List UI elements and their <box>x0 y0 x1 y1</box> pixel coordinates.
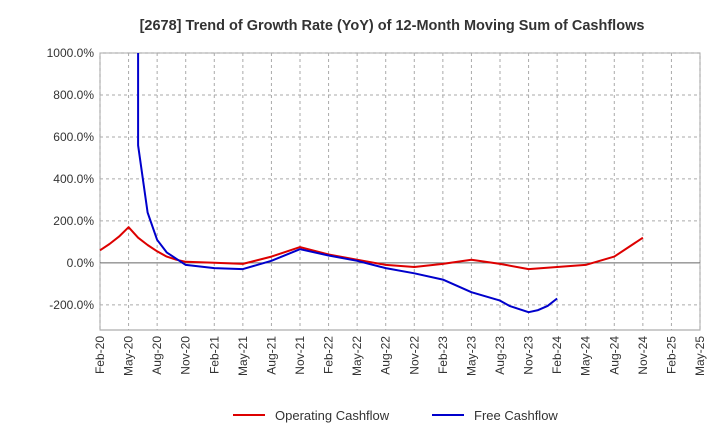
plot-area <box>99 52 701 331</box>
x-tick-label: Aug-24 <box>607 336 621 375</box>
y-tick-label: 0.0% <box>67 256 95 270</box>
x-tick-label: Feb-21 <box>207 336 221 374</box>
legend-label: Operating Cashflow <box>275 408 390 423</box>
x-tick-label: May-24 <box>579 336 593 376</box>
x-tick-label: Nov-21 <box>293 336 307 375</box>
y-tick-label: 200.0% <box>53 214 94 228</box>
y-tick-label: 600.0% <box>53 130 94 144</box>
plot-border <box>99 52 701 331</box>
y-tick-label: 400.0% <box>53 172 94 186</box>
x-tick-label: May-20 <box>122 336 136 376</box>
x-tick-label: Feb-23 <box>436 336 450 374</box>
series-line <box>99 226 644 271</box>
x-tick-label: Aug-20 <box>150 336 164 375</box>
x-tick-label: Feb-25 <box>664 336 678 374</box>
legend-label: Free Cashflow <box>474 408 558 423</box>
x-tick-label: Feb-20 <box>93 336 107 374</box>
x-tick-label: Aug-23 <box>493 336 507 375</box>
x-tick-label: Feb-22 <box>322 336 336 374</box>
series-line <box>137 53 558 314</box>
x-tick-label: Nov-23 <box>522 336 536 375</box>
x-tick-label: Feb-24 <box>550 336 564 374</box>
x-tick-label: Nov-24 <box>636 336 650 375</box>
series-layer <box>99 53 644 314</box>
chart-title: [2678] Trend of Growth Rate (YoY) of 12-… <box>140 18 645 34</box>
y-tick-label: -200.0% <box>49 298 94 312</box>
x-tick-label: May-25 <box>693 336 707 376</box>
x-tick-label: Aug-22 <box>379 336 393 375</box>
x-tick-label: May-21 <box>236 336 250 376</box>
x-tick-label: May-22 <box>350 336 364 376</box>
y-tick-label: 1000.0% <box>47 46 95 60</box>
x-tick-label: Nov-20 <box>179 336 193 375</box>
x-tick-label: Nov-22 <box>407 336 421 375</box>
y-axis-ticks: -200.0% 0.0% 200.0% 400.0% 600.0% 800.0% 1000.… <box>47 46 95 312</box>
legend: Operating Cashflow Free Cashflow <box>233 408 558 423</box>
x-tick-label: May-23 <box>464 336 478 376</box>
x-axis-ticks: Feb-20 May-20 Aug-20 Nov-20 Feb-21 May-21 Aug-… <box>93 336 707 376</box>
x-tick-label: Aug-21 <box>264 336 278 375</box>
y-tick-label: 800.0% <box>53 88 94 102</box>
